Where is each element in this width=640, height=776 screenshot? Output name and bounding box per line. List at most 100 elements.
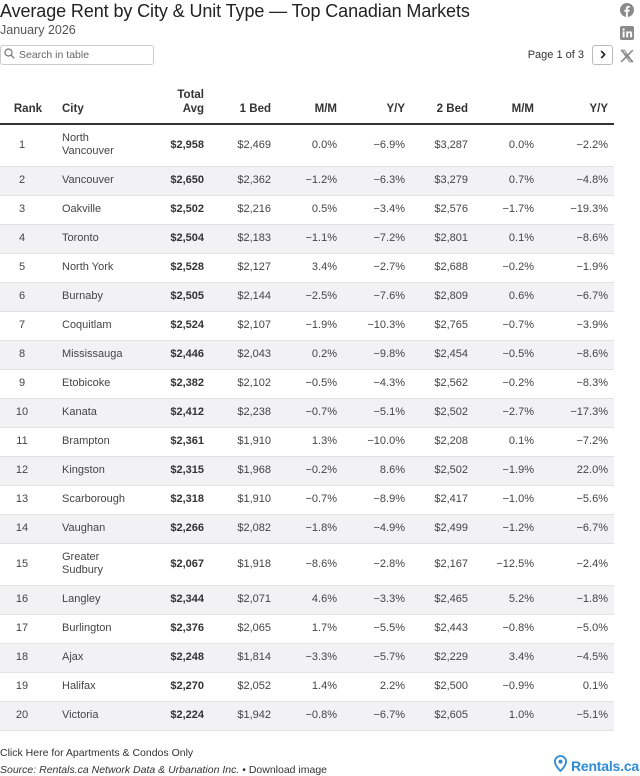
cell-bed2: $2,605 [434, 709, 468, 721]
cell-total: $2,505 [170, 290, 204, 302]
cell-total: $2,958 [170, 138, 204, 151]
cell-mm1: −0.5% [305, 377, 338, 389]
column-header-1bed-mm[interactable]: M/M [277, 83, 343, 125]
x-icon[interactable] [619, 48, 634, 63]
download-image-link[interactable]: Download image [248, 764, 328, 776]
facebook-icon[interactable] [619, 2, 634, 17]
cell-yy2: −5.6% [576, 493, 609, 505]
cell-bed1: $2,238 [237, 406, 271, 418]
cell-yy1: −10.3% [367, 319, 405, 331]
cell-mm2: −0.8% [502, 622, 535, 634]
cell-city: Victoria [62, 709, 99, 721]
cell-yy2: −7.2% [576, 435, 609, 447]
cell-bed2: $2,208 [434, 435, 468, 447]
cell-rank: 10 [15, 406, 29, 418]
linkedin-icon[interactable] [619, 25, 634, 40]
cell-mm1: −0.8% [305, 709, 338, 721]
cell-yy2: −3.9% [576, 319, 609, 331]
cell-rank: 15 [15, 557, 29, 570]
cell-rank: 18 [15, 651, 29, 663]
cell-yy2: −8.6% [576, 232, 609, 244]
cell-total: $2,446 [170, 348, 204, 360]
cell-rank: 8 [18, 348, 26, 360]
cell-total: $2,344 [170, 593, 204, 605]
chart-subtitle: January 2026 [0, 23, 76, 37]
cell-mm1: −2.5% [305, 290, 338, 302]
cell-yy1: 8.6% [379, 464, 405, 476]
cell-mm1: −1.2% [305, 174, 338, 186]
cell-rank: 17 [15, 622, 29, 634]
cell-yy1: −10.0% [367, 435, 405, 447]
cell-total: $2,266 [170, 522, 204, 534]
separator: • [239, 764, 249, 776]
column-header-rank[interactable]: Rank [0, 83, 56, 125]
cell-bed2: $2,765 [434, 319, 468, 331]
table-row: 5 North York $2,528 $2,127 3.4% −2.7% $2,688 −0… [0, 253, 614, 282]
cell-bed1: $2,362 [237, 174, 271, 186]
cell-mm1: −1.1% [305, 232, 338, 244]
cell-yy2: −2.2% [576, 138, 609, 151]
cell-bed2: $2,443 [434, 622, 468, 634]
cell-rank: 2 [18, 174, 26, 186]
cell-total: $2,248 [170, 651, 204, 663]
brand-logo[interactable]: Rentals.ca [553, 755, 639, 776]
cell-rank: 13 [15, 493, 29, 505]
cell-yy1: −2.8% [373, 557, 406, 570]
column-header-total-avg[interactable]: Total Avg [144, 83, 210, 125]
cell-city: Vancouver [62, 174, 114, 186]
table-row: 15 Greater Sudbury $2,067 $1,918 −8.6% −2.8% $2… [0, 543, 614, 585]
cell-city: Oakville [62, 203, 102, 215]
cell-mm2: −0.9% [502, 680, 535, 692]
table-row: 6 Burnaby $2,505 $2,144 −2.5% −7.6% $2,809 0.6%… [0, 282, 614, 311]
cell-total: $2,270 [170, 680, 204, 692]
table-row: 4 Toronto $2,504 $2,183 −1.1% −7.2% $2,801 0.1%… [0, 224, 614, 253]
cell-mm1: 0.0% [311, 138, 337, 151]
column-header-1bed-yy[interactable]: Y/Y [343, 83, 411, 125]
cell-mm1: 0.5% [311, 203, 337, 215]
header-total-line2: Avg [182, 103, 204, 115]
cell-bed2: $2,502 [434, 406, 468, 418]
cell-bed1: $2,183 [237, 232, 271, 244]
column-header-2bed[interactable]: 2 Bed [411, 83, 474, 125]
table-row: 3 Oakville $2,502 $2,216 0.5% −3.4% $2,576 −1.7… [0, 195, 614, 224]
cell-total: $2,412 [170, 406, 204, 418]
cell-yy1: −6.9% [373, 138, 406, 151]
cell-bed2: $2,167 [434, 557, 468, 570]
cell-yy2: −17.3% [570, 406, 608, 418]
cell-mm1: −0.7% [305, 406, 338, 418]
cell-rank: 11 [16, 435, 28, 447]
cell-bed2: $2,502 [434, 464, 468, 476]
cell-mm2: 1.0% [508, 709, 534, 721]
table-row: 13 Scarborough $2,318 $1,910 −0.7% −8.9% $2,41… [0, 485, 614, 514]
cell-rank: 4 [18, 232, 26, 244]
cell-mm1: −3.3% [305, 651, 338, 663]
cell-yy2: −4.8% [576, 174, 609, 186]
cell-bed2: $2,417 [434, 493, 468, 505]
table-row: 12 Kingston $2,315 $1,968 −0.2% 8.6% $2,502 −1.… [0, 456, 614, 485]
next-page-button[interactable] [592, 45, 613, 65]
table-row: 17 Burlington $2,376 $2,065 1.7% −5.5% $2,443 −… [0, 614, 614, 643]
cell-total: $2,315 [170, 464, 204, 476]
table-row: 9 Etobicoke $2,382 $2,102 −0.5% −4.3% $2,562 −0… [0, 369, 614, 398]
apartments-condos-link[interactable]: Click Here for Apartments & Condos Only [0, 747, 194, 759]
cell-yy2: −8.6% [576, 348, 609, 360]
table-row: 11 Brampton $2,361 $1,910 1.3% −10.0% $2,208 0.… [0, 427, 614, 456]
cell-mm2: −0.2% [502, 377, 535, 389]
column-header-1bed[interactable]: 1 Bed [210, 83, 277, 125]
cell-mm1: −0.2% [305, 464, 338, 476]
cell-bed1: $2,107 [237, 319, 271, 331]
cell-bed1: $2,216 [237, 203, 271, 215]
cell-city: Scarborough [62, 493, 125, 505]
column-header-2bed-mm[interactable]: M/M [474, 83, 540, 125]
cell-yy1: −2.7% [373, 261, 406, 273]
cell-city: Vaughan [62, 522, 106, 534]
page-indicator: Page 1 of 3 [527, 49, 584, 61]
cell-yy2: −1.9% [576, 261, 609, 273]
table-search[interactable] [0, 45, 154, 65]
column-header-city[interactable]: City [56, 83, 144, 125]
search-input[interactable] [19, 49, 149, 61]
column-header-2bed-yy[interactable]: Y/Y [540, 83, 614, 125]
cell-total: $2,502 [170, 203, 204, 215]
table-row: 7 Coquitlam $2,524 $2,107 −1.9% −10.3% $2,765 −… [0, 311, 614, 340]
cell-bed1: $1,910 [237, 435, 271, 447]
